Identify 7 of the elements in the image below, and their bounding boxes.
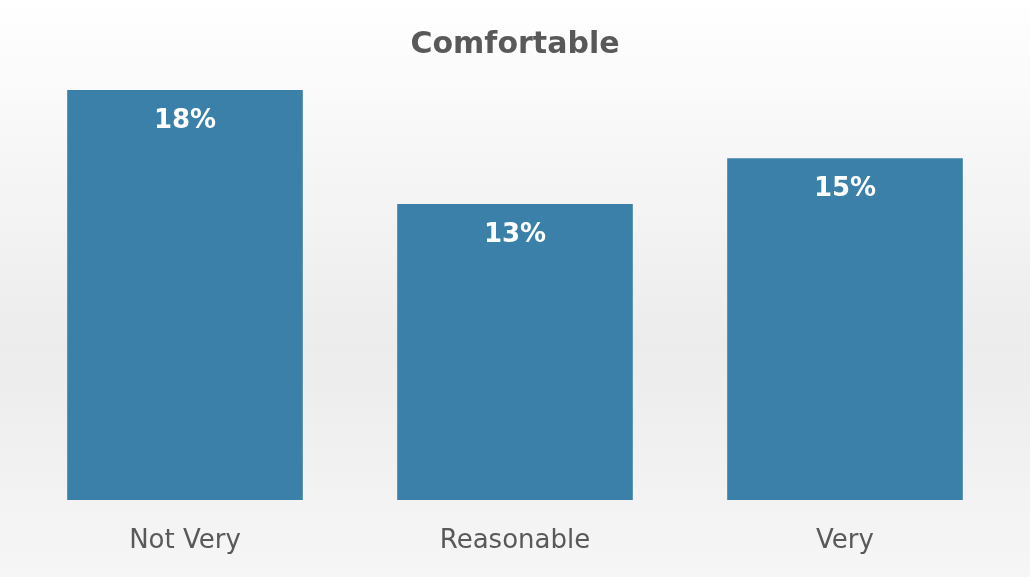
data-label: 13% bbox=[483, 217, 547, 248]
data-label: 15% bbox=[813, 172, 877, 203]
x-tick-label: Very bbox=[816, 524, 874, 554]
data-label: 18% bbox=[153, 104, 217, 134]
chart-title: Comfortable bbox=[410, 24, 620, 60]
x-tick-label: Reasonable bbox=[439, 524, 591, 554]
x-tick-label: Not Very bbox=[129, 524, 241, 554]
